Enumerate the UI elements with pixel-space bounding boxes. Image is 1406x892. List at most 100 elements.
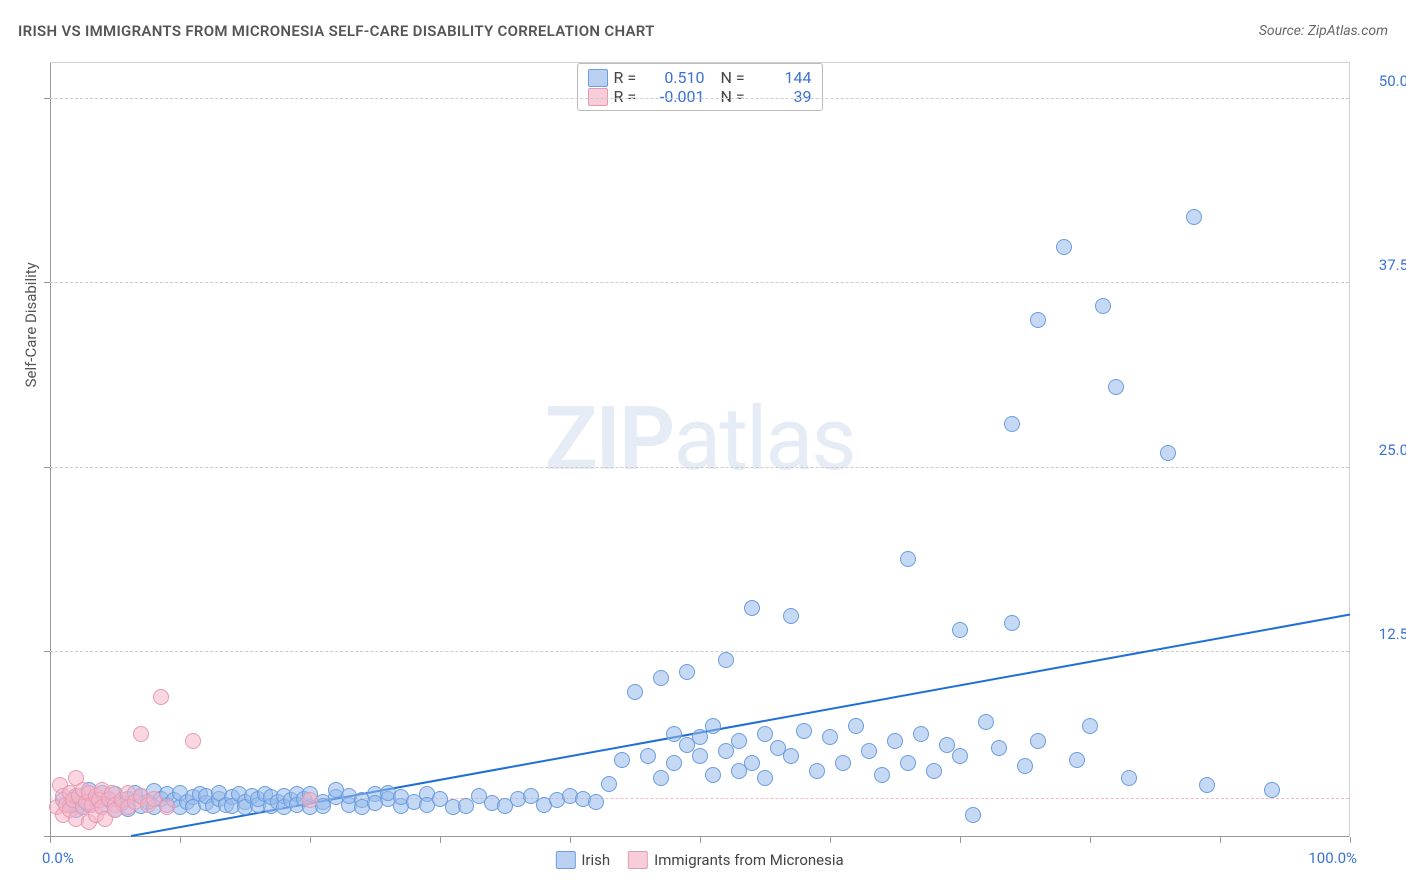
data-point	[718, 652, 734, 668]
data-point	[614, 752, 630, 768]
data-point	[783, 748, 799, 764]
data-point	[978, 714, 994, 730]
y-tick-label: 25.0%	[1379, 441, 1406, 459]
data-point	[874, 767, 890, 783]
chart-title: IRISH VS IMMIGRANTS FROM MICRONESIA SELF…	[18, 22, 655, 40]
data-point	[731, 733, 747, 749]
x-tick	[310, 837, 311, 843]
data-point	[783, 608, 799, 624]
data-point	[1017, 758, 1033, 774]
gridline	[50, 651, 1349, 652]
data-point	[1199, 777, 1215, 793]
data-point	[926, 763, 942, 779]
data-point	[692, 748, 708, 764]
data-point	[1082, 718, 1098, 734]
data-point	[1186, 209, 1202, 225]
data-point	[861, 743, 877, 759]
y-tick	[44, 282, 50, 283]
gridline	[50, 98, 1349, 99]
source-attribution: Source: ZipAtlas.com	[1259, 23, 1388, 39]
data-point	[627, 684, 643, 700]
data-point	[1160, 445, 1176, 461]
data-point	[913, 726, 929, 742]
x-axis-max-label: 100.0%	[1308, 849, 1357, 867]
data-point	[952, 622, 968, 638]
data-point	[952, 748, 968, 764]
x-tick	[180, 837, 181, 843]
data-point	[1056, 239, 1072, 255]
x-tick	[50, 837, 51, 843]
data-point	[159, 799, 175, 815]
data-point	[900, 551, 916, 567]
data-point	[887, 733, 903, 749]
data-point	[1095, 298, 1111, 314]
y-tick	[44, 651, 50, 652]
data-point	[705, 718, 721, 734]
x-tick	[1220, 837, 1221, 843]
data-point	[1004, 615, 1020, 631]
y-axis-line	[50, 63, 51, 837]
watermark: ZIPatlas	[544, 388, 854, 491]
data-point	[965, 807, 981, 823]
x-tick	[440, 837, 441, 843]
stats-legend: R = 0.510 N = 144 R = -0.001 N = 39	[577, 63, 823, 111]
x-tick	[1090, 837, 1091, 843]
data-point	[1004, 416, 1020, 432]
stats-row-irish: R = 0.510 N = 144	[588, 68, 812, 87]
data-point	[666, 726, 682, 742]
data-point	[1030, 312, 1046, 328]
data-point	[796, 723, 812, 739]
data-point	[744, 600, 760, 616]
x-tick	[960, 837, 961, 843]
data-point	[1121, 770, 1137, 786]
x-tick	[830, 837, 831, 843]
x-tick	[1350, 837, 1351, 843]
x-axis-min-label: 0.0%	[42, 849, 74, 867]
data-point	[153, 689, 169, 705]
y-tick-label: 50.0%	[1379, 72, 1406, 90]
legend-item-irish: Irish	[555, 851, 610, 869]
data-point	[1108, 379, 1124, 395]
data-point	[822, 729, 838, 745]
data-point	[1264, 782, 1280, 798]
swatch-micronesia	[628, 851, 648, 869]
x-tick	[700, 837, 701, 843]
series-legend: Irish Immigrants from Micronesia	[555, 851, 843, 869]
data-point	[302, 792, 318, 808]
swatch-micronesia	[588, 88, 608, 106]
y-axis-title: Self-Care Disability	[22, 262, 40, 387]
data-point	[848, 718, 864, 734]
data-point	[679, 664, 695, 680]
data-point	[809, 763, 825, 779]
y-tick	[44, 98, 50, 99]
data-point	[744, 755, 760, 771]
data-point	[601, 776, 617, 792]
y-tick-label: 37.5%	[1379, 256, 1406, 274]
legend-item-micronesia: Immigrants from Micronesia	[628, 851, 844, 869]
data-point	[1069, 752, 1085, 768]
data-point	[653, 670, 669, 686]
stats-row-micronesia: R = -0.001 N = 39	[588, 87, 812, 106]
y-tick-label: 12.5%	[1379, 625, 1406, 643]
data-point	[653, 770, 669, 786]
data-point	[991, 740, 1007, 756]
data-point	[666, 755, 682, 771]
data-point	[185, 733, 201, 749]
gridline	[50, 282, 1349, 283]
header: IRISH VS IMMIGRANTS FROM MICRONESIA SELF…	[18, 22, 1388, 40]
x-tick	[570, 837, 571, 843]
data-point	[757, 770, 773, 786]
data-point	[588, 794, 604, 810]
swatch-irish	[555, 851, 575, 869]
plot-region: ZIPatlas R = 0.510 N = 144 R = -0.001 N …	[50, 62, 1350, 837]
y-tick	[44, 467, 50, 468]
data-point	[1030, 733, 1046, 749]
data-point	[705, 767, 721, 783]
data-point	[757, 726, 773, 742]
gridline	[50, 467, 1349, 468]
swatch-irish	[588, 69, 608, 87]
data-point	[835, 755, 851, 771]
data-point	[900, 755, 916, 771]
data-point	[640, 748, 656, 764]
data-point	[133, 726, 149, 742]
